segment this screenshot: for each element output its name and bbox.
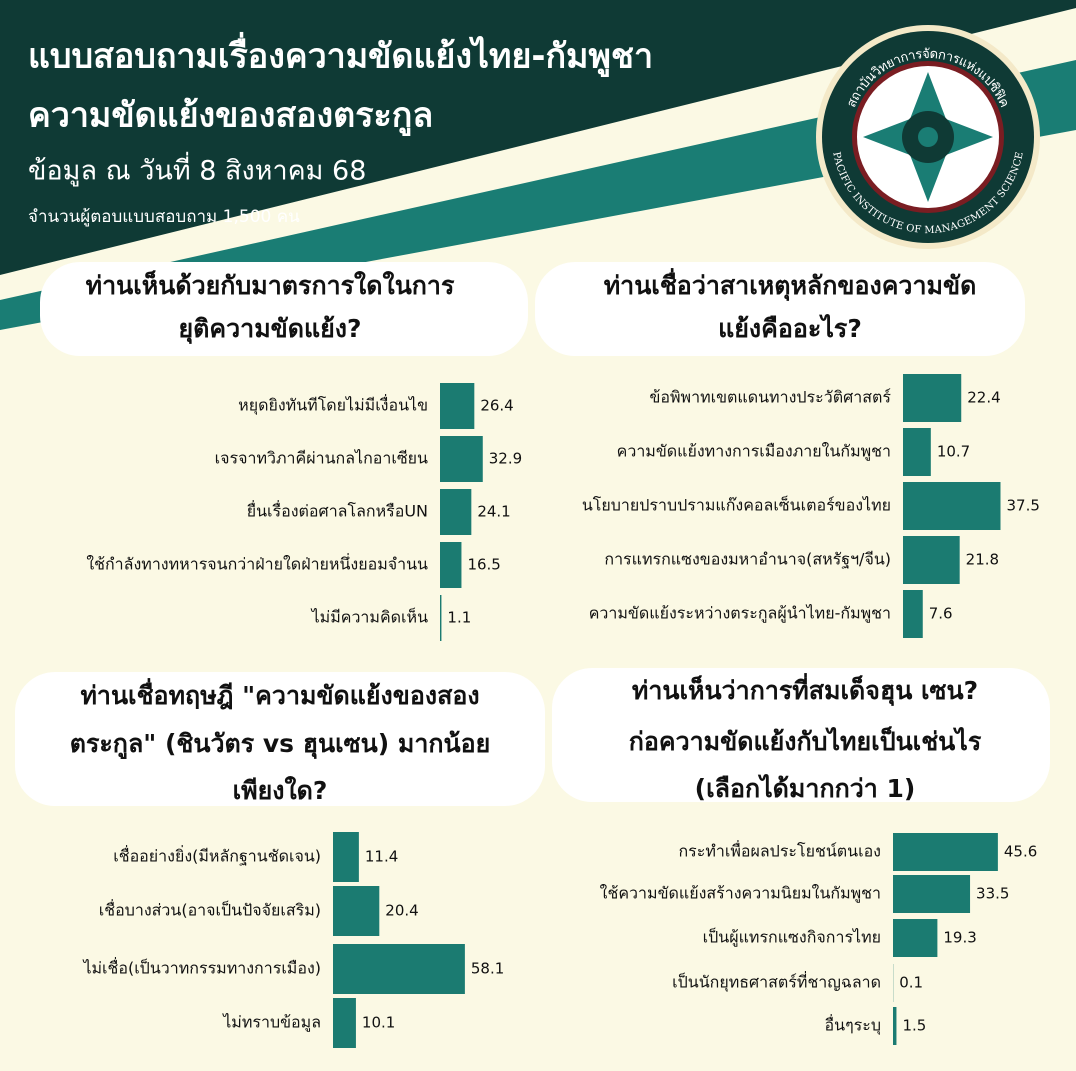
category-label: ใช้ความขัดแย้งสร้างความนิยมในกัมพูชา xyxy=(600,884,881,904)
question-title: ท่านเห็นด้วยกับมาตรการใดในการ xyxy=(86,270,455,300)
value-label: 11.4 xyxy=(365,848,398,866)
category-label: เจรจาทวิภาคีผ่านกลไกอาเซียน xyxy=(215,449,428,468)
value-label: 7.6 xyxy=(929,605,953,623)
question-box xyxy=(552,668,1050,802)
bar xyxy=(903,590,923,638)
question-title: แย้งคืออะไร? xyxy=(718,313,862,343)
value-label: 0.1 xyxy=(899,974,923,992)
question-title: ท่านเชื่อว่าสาเหตุหลักของความขัด xyxy=(604,268,977,302)
header-date: ข้อมูล ณ วันที่ 8 สิงหาคม 68 xyxy=(28,152,366,187)
question-box xyxy=(535,262,1025,356)
bar xyxy=(903,482,1001,530)
value-label: 26.4 xyxy=(480,397,513,415)
value-label: 19.3 xyxy=(943,929,976,947)
category-label: กระทำเพื่อผลประโยชน์ตนเอง xyxy=(678,840,881,861)
bar xyxy=(893,1007,897,1045)
category-label: ไม่เชื่อ(เป็นวาทกรรมทางการเมือง) xyxy=(81,957,321,978)
category-label: ใช้กำลังทางทหารจนกว่าฝ่ายใดฝ่ายหนึ่งยอมจ… xyxy=(86,553,428,574)
bar xyxy=(440,489,472,535)
category-label: หยุดยิงทันทีโดยไม่มีเงื่อนไข xyxy=(238,394,428,416)
value-label: 33.5 xyxy=(976,885,1009,903)
value-label: 45.6 xyxy=(1004,843,1037,861)
header-title: ความขัดแย้งของสองตระกูล xyxy=(28,96,433,137)
category-label: เป็นนักยุทธศาสตร์ที่ชาญฉลาด xyxy=(672,971,881,993)
question-title: (เลือกได้มากกว่า 1) xyxy=(695,773,916,803)
value-label: 20.4 xyxy=(385,902,418,920)
category-label: ไม่มีความคิดเห็น xyxy=(310,607,428,627)
bar xyxy=(893,833,998,871)
logo: สถาบันวิทยาการจัดการแห่งแปซิฟิค PACIFIC … xyxy=(816,25,1040,249)
value-label: 22.4 xyxy=(967,389,1000,407)
bar xyxy=(903,374,962,422)
bar xyxy=(333,998,356,1048)
question-title: ตระกูล" (ชินวัตร vs ฮุนเซน) มากน้อย xyxy=(70,729,491,760)
value-label: 10.7 xyxy=(937,443,970,461)
category-label: เป็นผู้แทรกแซงกิจการไทย xyxy=(703,927,881,948)
question-box xyxy=(15,672,545,806)
category-label: ความขัดแย้งระหว่างตระกูลผู้นำไทย-กัมพูชา xyxy=(589,604,891,624)
bar xyxy=(440,595,442,641)
category-label: การแทรกแซงของมหาอำนาจ(สหรัฐฯ/จีน) xyxy=(604,550,891,569)
value-label: 16.5 xyxy=(467,556,500,574)
question-title: ท่านเชื่อทฤษฎี "ความขัดแย้งของสอง xyxy=(80,678,479,710)
bar xyxy=(903,428,931,476)
logo-wheel xyxy=(918,127,938,147)
category-label: นโยบายปราบปรามแก๊งคอลเซ็นเตอร์ของไทย xyxy=(582,495,891,515)
question-title: ท่านเห็นว่าการที่สมเด็จฮุน เซน? xyxy=(632,673,978,707)
bar xyxy=(440,436,483,482)
bar xyxy=(893,875,971,913)
bar xyxy=(333,886,380,936)
question-box xyxy=(40,262,528,356)
value-label: 1.1 xyxy=(447,609,471,627)
bar xyxy=(333,944,465,994)
header-title: แบบสอบถามเรื่องความขัดแย้งไทย-กัมพูชา xyxy=(28,32,653,78)
question-title: ยุติความขัดแย้ง? xyxy=(179,314,362,345)
value-label: 32.9 xyxy=(489,450,522,468)
bar xyxy=(333,832,359,882)
question-title: เพียงใด? xyxy=(233,775,328,805)
value-label: 37.5 xyxy=(1007,497,1040,515)
category-label: ข้อพิพาทเขตแดนทางประวัติศาสตร์ xyxy=(649,388,891,407)
value-label: 58.1 xyxy=(471,960,504,978)
header-respondents: จำนวนผู้ตอบแบบสอบถาม 1,500 คน xyxy=(28,207,300,227)
category-label: เชื่ออย่างยิ่ง(มีหลักฐานชัดเจน) xyxy=(113,845,321,866)
value-label: 1.5 xyxy=(902,1017,926,1035)
bar xyxy=(440,542,462,588)
category-label: ยื่นเรื่องต่อศาลโลกหรือUN xyxy=(247,500,428,521)
category-label: ความขัดแย้งทางการเมืองภายในกัมพูชา xyxy=(617,442,891,462)
bar xyxy=(440,383,475,429)
value-label: 10.1 xyxy=(362,1014,395,1032)
value-label: 24.1 xyxy=(477,503,510,521)
category-label: อื่นๆระบุ xyxy=(825,1014,881,1036)
header-band xyxy=(0,0,1076,275)
category-label: เชื่อบางส่วน(อาจเป็นปัจจัยเสริม) xyxy=(99,899,321,920)
value-label: 21.8 xyxy=(966,551,999,569)
category-label: ไม่ทราบข้อมูล xyxy=(221,1013,321,1033)
bar xyxy=(903,536,960,584)
question-title: ก่อความขัดแย้งกับไทยเป็นเช่นไร xyxy=(629,726,982,756)
bar xyxy=(893,919,938,957)
